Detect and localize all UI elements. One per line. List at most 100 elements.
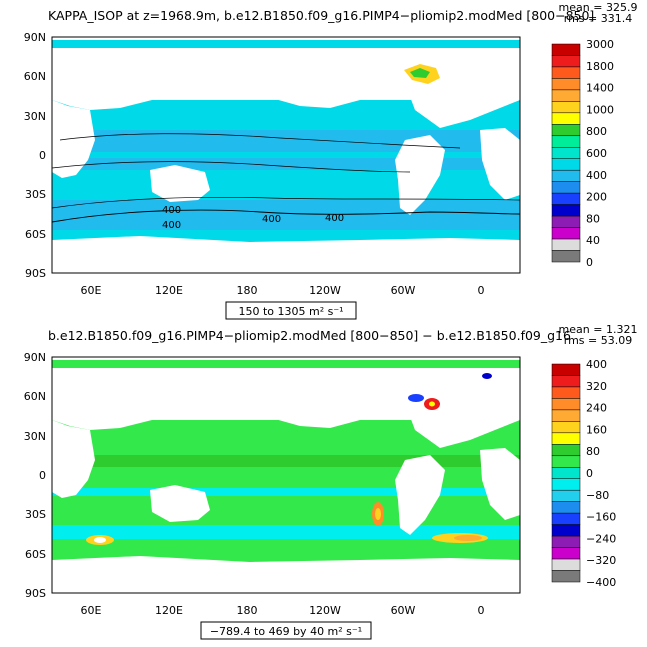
colorbar-swatch [551, 455, 581, 468]
colorbar-label: 160 [586, 423, 607, 436]
colorbar-label: 200 [586, 191, 607, 204]
top-panel-mean: mean = 325.9 [559, 1, 638, 14]
top-map: 400 400 400 400 [51, 36, 521, 274]
contour-label: 400 [162, 220, 181, 231]
colorbar-label: 1800 [586, 60, 614, 73]
lon-tick-label: 60E [81, 284, 102, 297]
colorbar-label: −400 [586, 576, 616, 589]
colorbar-swatch [551, 489, 581, 502]
lat-tick-label: 30N [24, 110, 46, 123]
colorbar-swatch [551, 512, 581, 525]
lat-tick-label: 90N [24, 31, 46, 44]
colorbar-swatch [551, 55, 581, 68]
lat-tick-label: 0 [39, 469, 46, 482]
colorbar-swatch [551, 169, 581, 182]
colorbar-swatch [551, 147, 581, 159]
bottom-range-label: −789.4 to 469 by 40 m² s⁻¹ [210, 625, 362, 638]
lat-tick-label: 90N [24, 351, 46, 364]
colorbar-swatch [551, 101, 581, 114]
colorbar-swatch [551, 215, 581, 228]
lon-tick-label: 180 [237, 284, 258, 297]
lat-tick-label: 60N [24, 390, 46, 403]
colorbar-swatch [551, 570, 581, 583]
top-panel-rms: rms = 331.4 [564, 12, 632, 25]
bottom-panel-title: b.e12.B1850.f09_g16.PIMP4−pliomip2.modMe… [48, 328, 571, 343]
colorbar-label: 800 [586, 125, 607, 138]
colorbar-label: 0 [586, 467, 593, 480]
colorbar-label: −320 [586, 554, 616, 567]
colorbar-swatch [551, 558, 581, 571]
lat-tick-label: 60N [24, 70, 46, 83]
lat-tick-label: 60S [25, 548, 46, 561]
colorbar-swatch [551, 250, 581, 263]
bottom-panel-rms: rms = 53.09 [564, 334, 632, 347]
lon-tick-label: 120W [309, 604, 341, 617]
colorbar-swatch [551, 375, 581, 388]
bottom-panel-mean: mean = 1.321 [559, 323, 638, 336]
top-panel-title: KAPPA_ISOP at z=1968.9m, b.e12.B1850.f09… [48, 8, 594, 23]
top-lat-axis: 90N 60N 30N 0 30S 60S 90S [24, 31, 46, 280]
top-range-label: 150 to 1305 m² s⁻¹ [238, 305, 343, 318]
colorbar-swatch [551, 432, 581, 445]
lon-tick-label: 120W [309, 284, 341, 297]
lon-tick-label: 60W [391, 604, 416, 617]
colorbar-swatch [551, 181, 581, 194]
lat-tick-label: 30S [25, 188, 46, 201]
lat-tick-label: 60S [25, 228, 46, 241]
colorbar-label: 600 [586, 147, 607, 160]
bottom-lat-axis: 90N 60N 30N 0 30S 60S 90S [24, 351, 46, 600]
colorbar-label: −240 [586, 532, 616, 545]
bottom-colorbar: 400 320 240 160 80 0 −80 −160 −240 −320 −400 [551, 358, 616, 589]
bottom-map-frame [51, 356, 521, 594]
contour-label: 400 [262, 214, 281, 225]
colorbar-label: −160 [586, 511, 616, 524]
lon-tick-label: 180 [237, 604, 258, 617]
top-lon-axis: 60E 120E 180 120W 60W 0 [81, 284, 485, 297]
colorbar-label: 80 [586, 212, 600, 225]
contour-label: 400 [325, 213, 344, 224]
lat-tick-label: 30S [25, 508, 46, 521]
lon-tick-label: 120E [155, 284, 183, 297]
colorbar-swatch [551, 204, 581, 217]
colorbar-swatch [551, 478, 581, 491]
lat-tick-label: 90S [25, 587, 46, 600]
colorbar-label: 1000 [586, 103, 614, 116]
lon-tick-label: 60W [391, 284, 416, 297]
colorbar-label: 240 [586, 402, 607, 415]
colorbar-swatch [551, 398, 581, 411]
colorbar-swatch [551, 409, 581, 422]
colorbar-swatch [551, 192, 581, 205]
colorbar-label: 40 [586, 234, 600, 247]
lon-tick-label: 60E [81, 604, 102, 617]
bottom-lon-axis: 60E 120E 180 120W 60W 0 [81, 604, 485, 617]
lat-tick-label: 0 [39, 149, 46, 162]
colorbar-swatch [551, 524, 581, 537]
colorbar-label: 80 [586, 445, 600, 458]
lat-tick-label: 30N [24, 430, 46, 443]
colorbar-swatch [551, 421, 581, 434]
colorbar-swatch [551, 78, 581, 91]
colorbar-swatch [551, 43, 581, 56]
top-panel: KAPPA_ISOP at z=1968.9m, b.e12.B1850.f09… [24, 1, 638, 320]
colorbar-swatch [551, 135, 581, 148]
lon-tick-label: 120E [155, 604, 183, 617]
colorbar-swatch [551, 112, 581, 125]
colorbar-label: 1400 [586, 82, 614, 95]
colorbar-swatch [551, 238, 581, 251]
colorbar-label: 3000 [586, 38, 614, 51]
colorbar-swatch [551, 89, 581, 102]
colorbar-label: 320 [586, 380, 607, 393]
colorbar-label: 400 [586, 358, 607, 371]
lat-tick-label: 90S [25, 267, 46, 280]
colorbar-swatch [551, 547, 581, 560]
top-map-frame [51, 36, 521, 274]
colorbar-swatch [551, 158, 581, 171]
colorbar-swatch [551, 66, 581, 79]
colorbar-swatch [551, 501, 581, 514]
colorbar-label: −80 [586, 489, 609, 502]
colorbar-swatch [551, 363, 581, 376]
colorbar-swatch [551, 227, 581, 240]
colorbar-label: 400 [586, 169, 607, 182]
